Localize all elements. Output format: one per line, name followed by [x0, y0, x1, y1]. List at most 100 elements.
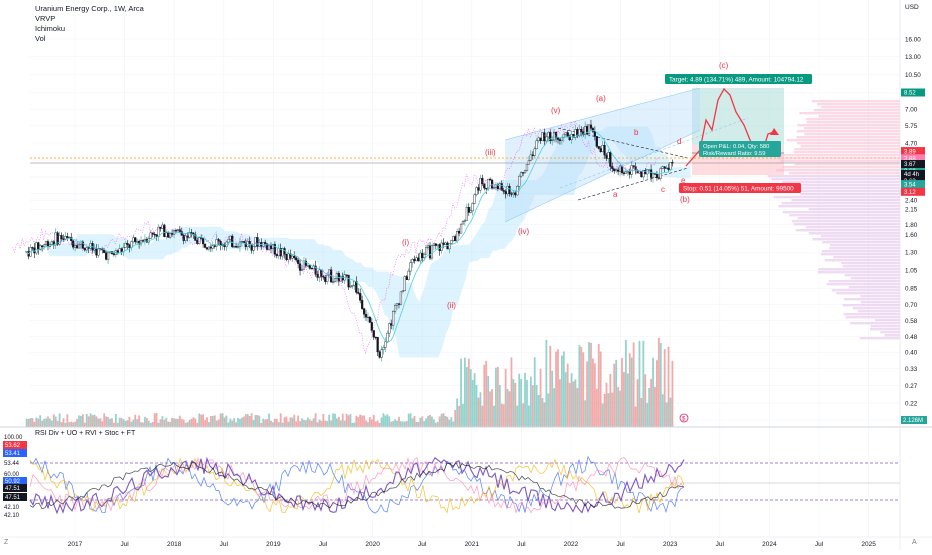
- vrvp-bar: [812, 238, 900, 241]
- vrvp-bar: [808, 208, 900, 211]
- volume-bar: [601, 403, 604, 427]
- candle-body: [68, 236, 71, 239]
- candle-body: [151, 232, 154, 235]
- volume-bar: [547, 393, 550, 427]
- volume-bar: [495, 367, 497, 427]
- volume-bar: [489, 391, 492, 427]
- volume-profile: [767, 100, 900, 340]
- indicator-vrvp[interactable]: VRVP: [35, 14, 56, 23]
- earnings-marker-icon[interactable]: [679, 413, 689, 423]
- candle-body: [157, 226, 160, 237]
- rsi-axis[interactable]: 100.00 60.00 53.44 42.10 42.10 53.62 53.41 50.9…: [3, 435, 27, 519]
- candle-body: [595, 136, 598, 147]
- candle-body: [564, 132, 567, 135]
- volume-bar: [337, 416, 340, 427]
- candle-body: [450, 240, 453, 244]
- volume-bar: [281, 422, 284, 427]
- rsi-badge: [3, 477, 27, 485]
- vrvp-bar: [875, 319, 900, 322]
- volume-bar: [99, 418, 102, 427]
- channel-upper: [504, 87, 701, 141]
- indicator-vol[interactable]: Vol: [35, 34, 46, 43]
- symbol-title[interactable]: Uranium Energy Corp., 1W, Arca: [35, 4, 144, 13]
- volume-bar: [574, 379, 577, 427]
- auto-scale-button[interactable]: A: [912, 539, 917, 546]
- candle-body: [661, 166, 664, 169]
- volume-bar: [68, 422, 71, 427]
- indicator-ichimoku[interactable]: Ichimoku: [35, 24, 66, 33]
- volume-bar: [388, 416, 391, 427]
- candle-body: [361, 300, 364, 309]
- price-axis[interactable]: USD16.0013.0010.508.507.005.754.703.853.…: [905, 4, 921, 424]
- candle-body: [618, 165, 622, 172]
- candle-body: [605, 154, 608, 159]
- candle-body: [485, 187, 488, 190]
- volume-bar: [642, 340, 645, 427]
- vrvp-bar: [817, 271, 900, 274]
- vrvp-bar: [828, 280, 900, 283]
- volume-bar: [58, 413, 61, 427]
- chart-legend: Uranium Energy Corp., 1W, Arca VRVP Ichi…: [35, 4, 144, 44]
- volume-bar: [188, 419, 191, 427]
- candle-body: [551, 139, 554, 142]
- volume-bar: [392, 421, 395, 427]
- volume-bar: [332, 413, 334, 427]
- candle-body: [285, 254, 288, 261]
- candle-body: [461, 221, 465, 225]
- time-axis-label: 2023: [663, 541, 678, 548]
- candle-body: [489, 178, 492, 181]
- volume-bar: [504, 368, 507, 427]
- candle-body: [380, 349, 383, 358]
- time-axis-label: 2020: [365, 541, 380, 548]
- candle-body: [345, 274, 348, 276]
- vrvp-bar: [829, 244, 900, 247]
- vrvp-bar: [773, 196, 900, 199]
- volume-bar: [136, 419, 139, 427]
- volume-bar: [566, 363, 569, 427]
- volume-bar: [37, 418, 40, 427]
- volume-bar: [384, 415, 387, 427]
- volume-bar: [419, 417, 422, 427]
- candle-body: [370, 322, 373, 331]
- wave-e: e: [681, 176, 686, 185]
- candle-body: [304, 260, 307, 266]
- volume-bar: [586, 361, 588, 427]
- price-badge: [901, 147, 925, 156]
- volume-bar: [411, 418, 414, 427]
- volume-bar: [80, 415, 82, 427]
- candle-body: [506, 186, 509, 195]
- price-axis-tick: 5.75: [905, 123, 918, 130]
- volume-bar: [184, 422, 187, 427]
- rsi-legend[interactable]: RSI Div + UO + RVI + Stoc + FT: [35, 430, 136, 437]
- candle-body: [128, 244, 131, 248]
- volume-bar: [336, 418, 338, 427]
- volume-bar: [254, 415, 257, 427]
- vrvp-bar: [803, 127, 900, 130]
- volume-bar: [142, 422, 144, 427]
- candle-body: [529, 154, 532, 161]
- volume-bar: [659, 342, 662, 427]
- candle-body: [248, 240, 251, 245]
- vrvp-bar: [818, 115, 900, 118]
- candle-body: [617, 169, 620, 172]
- volume-bar: [516, 405, 519, 427]
- candle-body: [603, 145, 606, 156]
- volume-bar: [161, 416, 164, 427]
- candle-body: [165, 232, 168, 237]
- candle-body: [599, 148, 602, 152]
- volume-bar: [448, 419, 451, 427]
- vrvp-bar: [797, 124, 900, 127]
- candle-body: [215, 239, 218, 247]
- vrvp-bar: [829, 247, 900, 250]
- time-axis[interactable]: 2017 Jul 2018 Jul 2019 Jul 2020 Jul 2021 Jul 2022 J…: [68, 541, 876, 548]
- candle-body: [648, 169, 651, 171]
- volume-bar: [219, 413, 222, 427]
- price-axis-tick: 1.30: [905, 249, 918, 256]
- candle-body: [394, 305, 397, 312]
- volume-bar: [47, 416, 49, 427]
- timezone-button[interactable]: Z: [4, 539, 9, 546]
- price-axis-tick: 0.33: [905, 366, 918, 373]
- candle-body: [170, 233, 174, 235]
